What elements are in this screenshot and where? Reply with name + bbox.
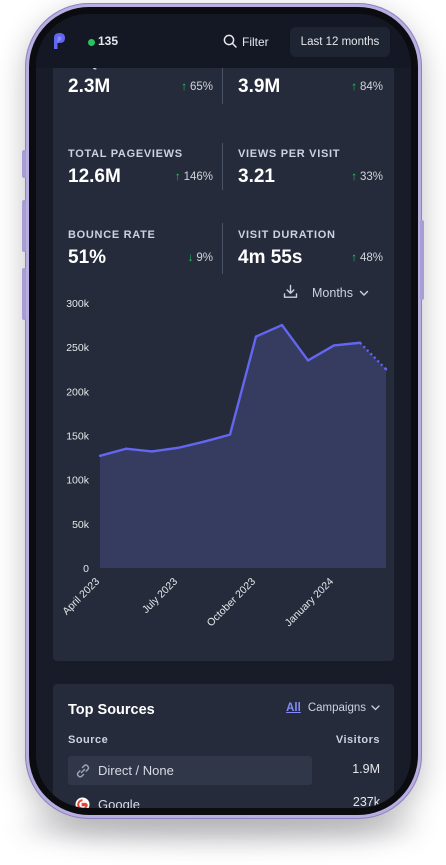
- chart-point: [98, 454, 102, 458]
- metric-value: 3.9M: [238, 76, 281, 97]
- metric-label: VISIT DURATION: [238, 229, 336, 241]
- chart-point: [150, 450, 154, 453]
- x-tick-label: October 2023: [205, 576, 259, 630]
- period-picker-button[interactable]: Last 12 months: [290, 27, 390, 57]
- y-tick-label: 50k: [72, 519, 90, 531]
- metric-change: ↑ 48%: [351, 252, 383, 264]
- filter-label: Filter: [242, 35, 269, 49]
- chart-point: [280, 323, 284, 327]
- x-tick-label: July 2023: [140, 576, 180, 616]
- source-row-bar: [68, 756, 312, 785]
- y-tick-label: 200k: [66, 386, 90, 398]
- x-tick-label: April 2023: [60, 576, 102, 618]
- chart-point: [124, 447, 128, 450]
- metric-divider: [222, 64, 223, 104]
- metric-change: ↑ 33%: [351, 171, 383, 183]
- y-tick-label: 100k: [66, 475, 90, 487]
- y-tick-label: 150k: [66, 431, 90, 443]
- chart-point: [306, 359, 310, 362]
- metric-value: 4m 55s: [238, 247, 303, 268]
- arrow-down-icon: ↓: [187, 252, 194, 264]
- download-icon[interactable]: [283, 284, 298, 302]
- metric-views-per-visit[interactable]: VIEWS PER VISIT 3.21 ↑ 33%: [238, 148, 383, 188]
- interval-label: Months: [312, 286, 353, 300]
- x-tick-label: January 2024: [283, 576, 337, 630]
- sources-tabs: All Campaigns: [286, 702, 380, 714]
- online-indicator-dot: [88, 39, 95, 46]
- metric-divider: [222, 223, 223, 274]
- metric-total-pageviews[interactable]: TOTAL PAGEVIEWS 12.6M ↑ 146%: [68, 148, 213, 188]
- tab-campaigns[interactable]: Campaigns: [308, 702, 380, 714]
- column-header-visitors[interactable]: Visitors: [335, 734, 380, 746]
- arrow-up-icon: ↑: [174, 171, 181, 183]
- source-visitors: 237k: [352, 795, 380, 808]
- arrow-up-icon: ↑: [351, 252, 357, 264]
- metric-label: TOTAL PAGEVIEWS: [68, 148, 183, 160]
- top-sources-card: Top Sources All Campaigns Source Visitor…: [53, 684, 394, 808]
- tab-all[interactable]: All: [286, 702, 301, 714]
- chart-point: [176, 446, 180, 450]
- metrics-chart-card: UNIQUE VISITORS 2.3M ↑65% TOTAL VISITS 3…: [53, 44, 394, 661]
- y-tick-label: 300k: [66, 298, 90, 310]
- metric-value: 12.6M: [68, 166, 121, 187]
- metric-change: ↓ 9%: [187, 252, 213, 264]
- search-icon: [223, 34, 237, 51]
- side-button-power: [420, 220, 424, 300]
- y-tick-label: 0: [83, 563, 89, 575]
- arrow-up-icon: ↑: [351, 81, 357, 93]
- side-button-volume-up: [22, 200, 26, 252]
- chart-point: [384, 368, 388, 371]
- metric-change: ↑ 65%: [181, 81, 213, 93]
- side-button-action: [22, 150, 26, 178]
- column-header-source: Source: [68, 734, 109, 746]
- chevron-down-icon: [371, 702, 380, 714]
- filter-button[interactable]: Filter: [223, 32, 269, 52]
- metric-change: ↑ 84%: [351, 81, 383, 93]
- google-icon: [75, 797, 90, 808]
- chart-area-fill: [100, 325, 386, 568]
- top-sources-title: Top Sources: [68, 702, 155, 718]
- chart-point: [254, 335, 258, 338]
- current-visitors-count[interactable]: 135: [98, 34, 119, 48]
- top-bar: 135 Filter Last 12 months: [36, 14, 411, 68]
- metric-label: VIEWS PER VISIT: [238, 148, 341, 160]
- source-visitors: 1.9M: [352, 762, 380, 776]
- phone-screen: 135 Filter Last 12 months UNIQUE VISITOR…: [36, 14, 411, 808]
- arrow-up-icon: ↑: [181, 81, 187, 93]
- metric-value: 2.3M: [68, 76, 111, 97]
- y-tick-label: 250k: [66, 342, 90, 354]
- metric-divider: [222, 143, 223, 190]
- link-icon: [75, 763, 91, 784]
- metric-visit-duration[interactable]: VISIT DURATION 4m 55s ↑ 48%: [238, 229, 383, 269]
- plausible-logo-icon[interactable]: [53, 32, 66, 55]
- metric-change: ↑ 146%: [174, 171, 213, 183]
- chevron-down-icon: [359, 286, 369, 300]
- source-name[interactable]: Google: [98, 797, 140, 808]
- chart-point: [202, 440, 206, 443]
- interval-dropdown[interactable]: Months: [312, 286, 369, 300]
- arrow-up-icon: ↑: [351, 171, 357, 183]
- source-name[interactable]: Direct / None: [98, 763, 174, 778]
- metric-value: 3.21: [238, 166, 275, 187]
- chart-point: [332, 344, 336, 347]
- side-button-volume-down: [22, 268, 26, 320]
- chart-controls: Months: [283, 284, 369, 302]
- metric-label: BOUNCE RATE: [68, 229, 156, 241]
- metric-bounce-rate[interactable]: BOUNCE RATE 51% ↓ 9%: [68, 229, 213, 269]
- metric-value: 51%: [68, 247, 107, 268]
- period-label: Last 12 months: [300, 36, 380, 48]
- chart-incomplete-segment: [359, 341, 387, 371]
- chart-point: [228, 433, 232, 436]
- chart-point: [358, 341, 362, 344]
